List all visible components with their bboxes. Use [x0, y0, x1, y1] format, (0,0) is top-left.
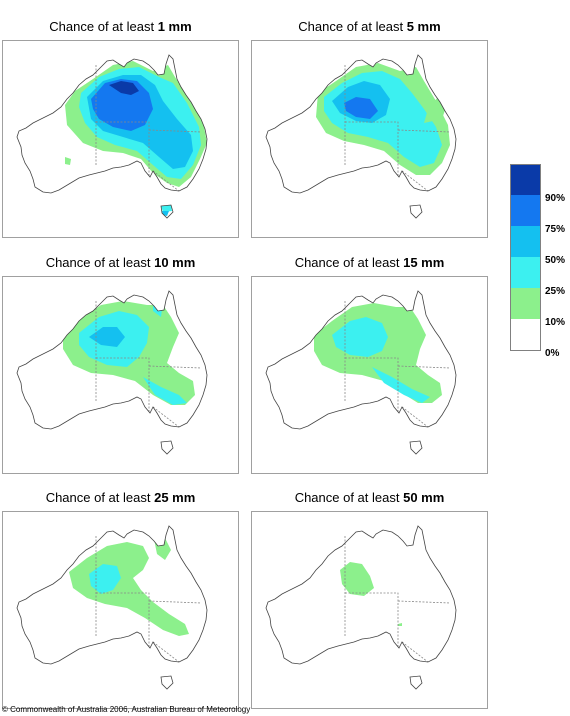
tasmania-coastline [409, 440, 423, 455]
state-borders [95, 536, 202, 663]
legend-label-90: 90% [545, 193, 566, 204]
state-borders [95, 65, 202, 192]
panel-25mm: Chance of at least 25 mm [2, 490, 239, 710]
coastline [265, 290, 457, 430]
australia-map [2, 40, 239, 238]
panel-10mm: Chance of at least 10 mm [2, 255, 239, 475]
coastline [16, 290, 208, 430]
state-borders [95, 301, 202, 428]
panel-title: Chance of at least 15 mm [294, 255, 445, 270]
legend-label-75: 75% [545, 224, 566, 235]
panel-15mm: Chance of at least 15 mm [251, 255, 488, 475]
coastline [265, 525, 457, 665]
tasmania-coastline [160, 440, 174, 455]
tasmania-coastline [409, 675, 423, 690]
copyright-notice: © Commonwealth of Australia 2006, Austra… [2, 705, 251, 714]
tasmania-coastline [160, 204, 174, 219]
australia-map [251, 276, 488, 474]
panel-title: Chance of at least 1 mm [49, 19, 192, 34]
legend-swatch-90 [510, 164, 541, 196]
australia-map [251, 511, 488, 709]
state-borders [344, 301, 451, 428]
legend-label-25: 25% [545, 286, 566, 297]
tasmania-coastline [160, 675, 174, 690]
panel-5mm: Chance of at least 5 mm [251, 19, 488, 239]
probability-shading [65, 61, 207, 216]
coastline [16, 54, 208, 194]
state-borders [344, 65, 451, 192]
panel-title: Chance of at least 50 mm [294, 490, 445, 505]
state-borders [344, 536, 451, 663]
australia-map [2, 276, 239, 474]
probability-shading [314, 303, 442, 403]
panel-1mm: Chance of at least 1 mm [2, 19, 239, 239]
coastline [16, 525, 208, 665]
legend-swatch-25 [510, 257, 541, 288]
legend-swatch-10 [510, 288, 541, 319]
legend-label-10: 10% [545, 317, 566, 328]
tasmania-coastline [409, 204, 423, 219]
australia-map [2, 511, 239, 709]
panel-title: Chance of at least 10 mm [45, 255, 196, 270]
panel-title: Chance of at least 25 mm [45, 490, 196, 505]
legend-label-50: 50% [545, 255, 566, 266]
legend-swatch-0 [510, 319, 541, 351]
panel-50mm: Chance of at least 50 mm [251, 490, 488, 710]
australia-map [251, 40, 488, 238]
probability-legend: 90% 75% 50% 25% 10% 0% [510, 164, 570, 364]
panel-title: Chance of at least 5 mm [298, 19, 441, 34]
legend-swatch-75 [510, 195, 541, 226]
legend-label-0: 0% [545, 348, 560, 359]
coastline [265, 54, 457, 194]
legend-swatch-50 [510, 226, 541, 257]
